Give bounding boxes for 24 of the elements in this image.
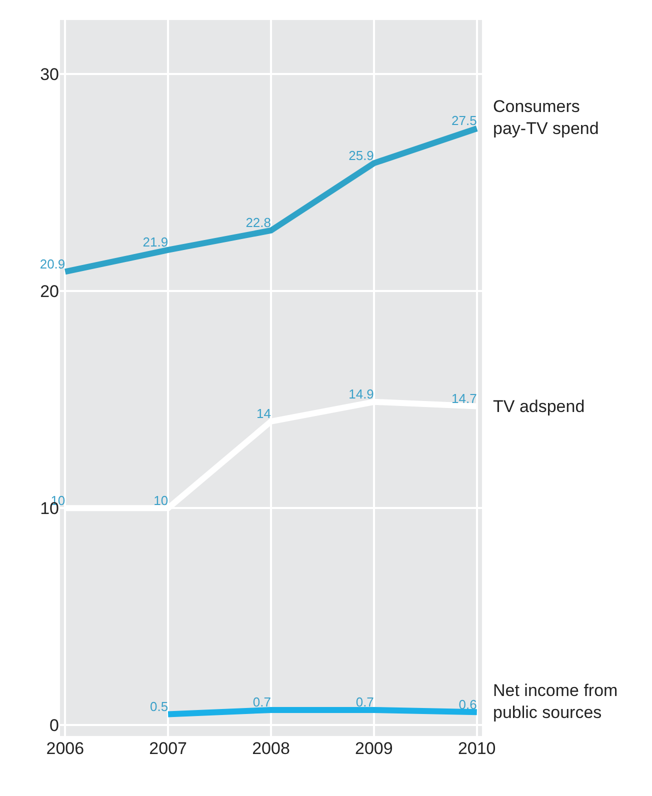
data-label: 14.9 bbox=[348, 386, 374, 402]
y-tick-label: 0 bbox=[50, 716, 59, 736]
data-label: 14 bbox=[256, 406, 271, 422]
data-label: 0.6 bbox=[458, 696, 477, 712]
data-label: 0.5 bbox=[150, 699, 168, 714]
series-label: TV adspend bbox=[493, 397, 585, 416]
data-label: 22.8 bbox=[246, 215, 271, 230]
data-label: 21.9 bbox=[142, 234, 168, 250]
y-tick-label: 30 bbox=[40, 65, 59, 84]
data-label: 10 bbox=[154, 492, 168, 508]
x-tick-label: 2007 bbox=[149, 739, 187, 758]
x-tick-label: 2010 bbox=[458, 739, 496, 758]
y-tick-label: 20 bbox=[40, 282, 59, 302]
series-label: Net income from public sources bbox=[493, 681, 618, 722]
data-label: 14.7 bbox=[452, 390, 477, 406]
series-label: Consumers pay-TV spend bbox=[493, 97, 599, 138]
data-label: 20.9 bbox=[40, 256, 66, 272]
data-label: 0.7 bbox=[356, 694, 374, 710]
x-tick-label: 2008 bbox=[252, 739, 290, 758]
data-label: 25.9 bbox=[348, 148, 374, 163]
x-tick-label: 2009 bbox=[355, 739, 393, 758]
data-label: 27.5 bbox=[452, 113, 477, 128]
data-label: 0.7 bbox=[252, 694, 271, 710]
x-tick-label: 2006 bbox=[46, 739, 84, 758]
